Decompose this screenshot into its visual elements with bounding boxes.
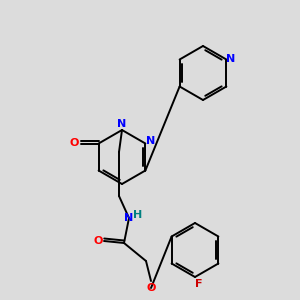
Text: H: H xyxy=(134,210,142,220)
Text: O: O xyxy=(146,283,156,293)
Text: O: O xyxy=(70,139,79,148)
Text: F: F xyxy=(195,279,203,289)
Text: N: N xyxy=(124,213,134,223)
Text: N: N xyxy=(226,53,235,64)
Text: O: O xyxy=(93,236,103,246)
Text: N: N xyxy=(117,119,127,129)
Text: N: N xyxy=(146,136,155,146)
